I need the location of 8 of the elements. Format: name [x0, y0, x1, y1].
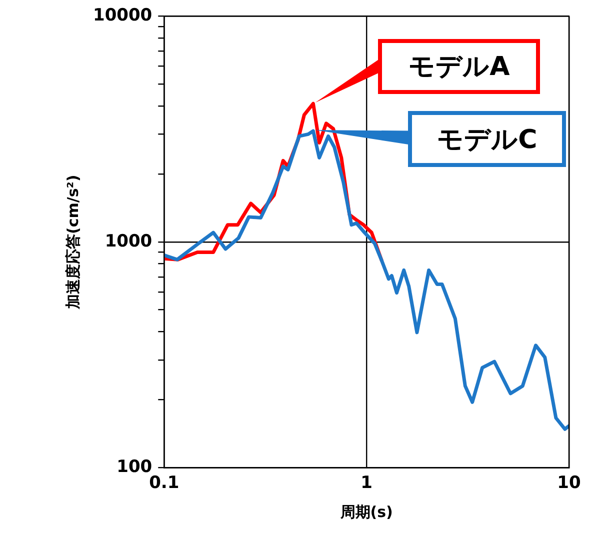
legend-label: モデルC	[408, 111, 566, 168]
y-axis-title: 加速度応答(cm/s²)	[64, 174, 82, 310]
y-tick-label: 10000	[92, 6, 152, 26]
x-tick-label: 1	[360, 473, 372, 494]
legend-label: モデルA	[378, 39, 540, 94]
y-tick-label: 1000	[104, 231, 152, 252]
x-tick-label: 10	[557, 473, 581, 494]
x-axis-title: 周期(s)	[339, 502, 393, 521]
